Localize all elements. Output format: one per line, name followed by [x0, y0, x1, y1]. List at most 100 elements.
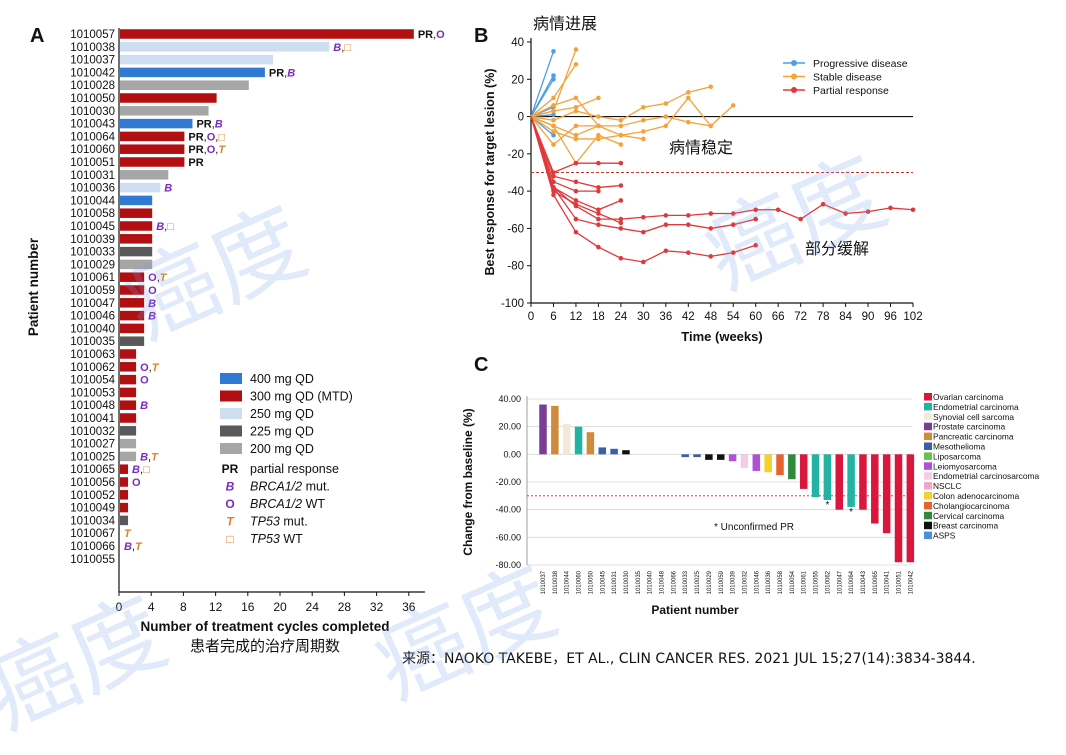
panel-a-patient-label: 1010063 — [70, 349, 115, 361]
panel-c-bar — [740, 454, 749, 469]
panel-c-unconfirmed-marker: * — [849, 507, 853, 518]
panel-b-point — [685, 95, 691, 101]
panel-a-x-tick-label: 0 — [116, 600, 123, 614]
annotation-symbol: B — [333, 42, 341, 54]
panel-b-point — [596, 136, 601, 142]
annotation-symbol: T — [135, 541, 143, 553]
panel-c-legend-swatch — [924, 452, 932, 460]
panel-b-point — [573, 132, 579, 138]
annotation-symbol: , — [204, 131, 207, 143]
annotation-symbol: PR — [188, 157, 203, 169]
panel-b-point — [730, 103, 736, 108]
annotation-symbol: PR — [188, 131, 203, 143]
panel-a-bar — [120, 157, 185, 167]
annotation-symbol: PR — [269, 67, 284, 79]
annotation-symbol: B — [287, 67, 295, 79]
panel-b-x-tick-label: 60 — [749, 311, 762, 323]
panel-b-point — [596, 222, 601, 227]
panel-b-point — [596, 132, 601, 138]
panel-b-point — [551, 108, 556, 114]
panel-c-legend-label: Leiomyosarcoma — [933, 461, 997, 471]
panel-a-legend-swatch — [220, 425, 242, 437]
panel-a-bar — [120, 349, 137, 359]
panel-c-y-axis-title: Change from baseline (%) — [461, 408, 475, 555]
panel-b-point — [573, 47, 579, 52]
panel-c-bar — [551, 405, 559, 455]
panel-a-patient-label: 1010059 — [70, 285, 115, 297]
panel-b-legend-label: Progressive disease — [813, 58, 908, 70]
panel-b-point — [573, 179, 579, 185]
panel-b-x-tick-label: 102 — [903, 311, 922, 323]
panel-c-y-tick-label: -80.00 — [495, 560, 521, 570]
panel-b-series-line — [530, 97, 599, 127]
panel-b-point — [573, 216, 579, 222]
panel-a-patient-label: 1010025 — [70, 451, 115, 463]
panel-a-patient-label: 1010029 — [70, 259, 115, 271]
annotation-symbol: O — [436, 29, 445, 41]
panel-c-x-tick-label: 1010050 — [588, 570, 594, 594]
panel-c-x-tick-label: 1010031 — [612, 570, 618, 594]
panel-a-patient-label: 1010043 — [70, 119, 115, 131]
panel-a-patient-label: 1010052 — [70, 490, 115, 502]
panel-a-bar — [120, 54, 273, 65]
panel-a-bar — [120, 502, 129, 513]
panel-b-point — [843, 211, 848, 216]
panel-c-bar — [705, 454, 713, 460]
panel-a-patient-label: 1010061 — [70, 272, 115, 284]
panel-b-y-tick-label: -100 — [501, 298, 524, 310]
panel-a-patient-label: 1010030 — [70, 106, 115, 118]
annotation-symbol: O — [140, 375, 149, 387]
panel-c-bar — [598, 447, 606, 455]
panel-a-bar — [120, 208, 153, 218]
panel-c-x-tick-label: 1010033 — [683, 570, 689, 594]
panel-a-patient-label: 1010062 — [70, 362, 115, 374]
panel-a-bar-annotation: B,□ — [333, 42, 351, 54]
panel-a-bar — [120, 400, 137, 410]
panel-b-point — [618, 132, 624, 138]
panel-a-y-axis-title: Patient number — [26, 237, 41, 336]
panel-c-x-tick-label: 1010054 — [790, 570, 796, 594]
panel-c-bar — [693, 454, 701, 458]
panel-c-bar — [728, 454, 737, 462]
annotation-symbol: B — [148, 311, 156, 323]
panel-c-x-tick-label: 1010037 — [541, 570, 547, 594]
panel-a-legend-swatch — [220, 443, 242, 454]
panel-b-point — [573, 188, 579, 194]
panel-a-patient-label: 1010065 — [70, 464, 115, 476]
panel-b-point — [730, 211, 736, 216]
panel-b-y-tick-label: 40 — [511, 37, 524, 49]
annotation-symbol: , — [433, 29, 436, 41]
panel-a-bar — [120, 374, 137, 385]
panel-b-point — [641, 104, 646, 110]
panel-b-x-tick-label: 72 — [794, 311, 807, 323]
panel-a-bar-annotation: PR,B — [196, 119, 222, 131]
panel-b-point — [663, 248, 669, 254]
panel-b-x-tick-label: 36 — [659, 311, 672, 323]
panel-c-bar — [799, 454, 808, 489]
panel-a-legend-symbol-label: BRCA1/2 WT — [250, 497, 325, 511]
panel-b-x-tick-label: 0 — [528, 311, 534, 323]
panel-c-x-tick-label: 1010025 — [695, 570, 701, 594]
legend-label-part: WT — [280, 532, 303, 546]
annotation-symbol: , — [132, 541, 135, 553]
panel-b-point — [685, 250, 691, 255]
annotation-symbol: □ — [218, 131, 225, 143]
panel-c-legend-label: NSCLC — [933, 481, 961, 491]
panel-a-bar — [120, 80, 249, 90]
panel-b-point — [641, 214, 646, 220]
panel-b-x-tick-label: 18 — [592, 311, 605, 323]
panel-b-series-line — [530, 116, 644, 146]
panel-b-point — [618, 226, 624, 231]
panel-a-patient-label: 1010031 — [70, 170, 115, 182]
panel-c-x-tick-label: 1010042 — [908, 570, 914, 594]
panel-b-point — [708, 84, 714, 90]
panel-b-x-tick-label: 30 — [637, 311, 650, 323]
panel-c-bar — [823, 454, 832, 500]
panel-b-point — [618, 198, 624, 203]
panel-b-y-axis-title: Best response for target lesion (%) — [483, 69, 497, 276]
panel-a-legend-label: 250 mg QD — [250, 407, 314, 421]
panel-b-point — [798, 216, 803, 222]
panel-c-legend-label: Breast carcinoma — [933, 521, 999, 531]
panel-b-point — [753, 242, 759, 248]
